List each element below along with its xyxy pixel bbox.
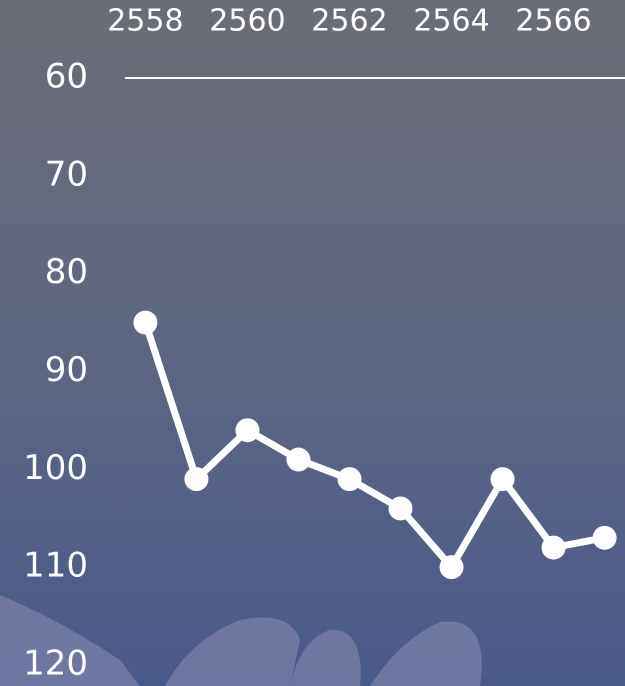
data-point — [490, 467, 515, 492]
y-tick-label: 100 — [23, 448, 88, 488]
x-tick-label: 2566 — [515, 4, 591, 39]
data-point — [388, 496, 413, 521]
y-tick-label: 80 — [45, 252, 88, 292]
y-tick-label: 90 — [45, 350, 88, 390]
data-point — [592, 525, 617, 550]
data-point — [541, 535, 566, 560]
data-point — [439, 555, 464, 580]
y-tick-label: 70 — [45, 154, 88, 194]
y-tick-label: 60 — [45, 57, 88, 97]
data-point — [133, 310, 158, 335]
x-tick-label: 2558 — [107, 4, 183, 39]
y-tick-label: 120 — [23, 644, 88, 684]
hand-decoration — [0, 595, 482, 686]
data-point — [286, 447, 311, 472]
x-tick-label: 2562 — [311, 4, 387, 39]
data-point — [184, 467, 209, 492]
y-tick-label: 110 — [23, 546, 88, 586]
x-tick-label: 2560 — [209, 4, 285, 39]
data-point — [337, 467, 362, 492]
data-point — [235, 418, 260, 443]
data-line — [142, 321, 606, 571]
x-tick-label: 2564 — [413, 4, 489, 39]
